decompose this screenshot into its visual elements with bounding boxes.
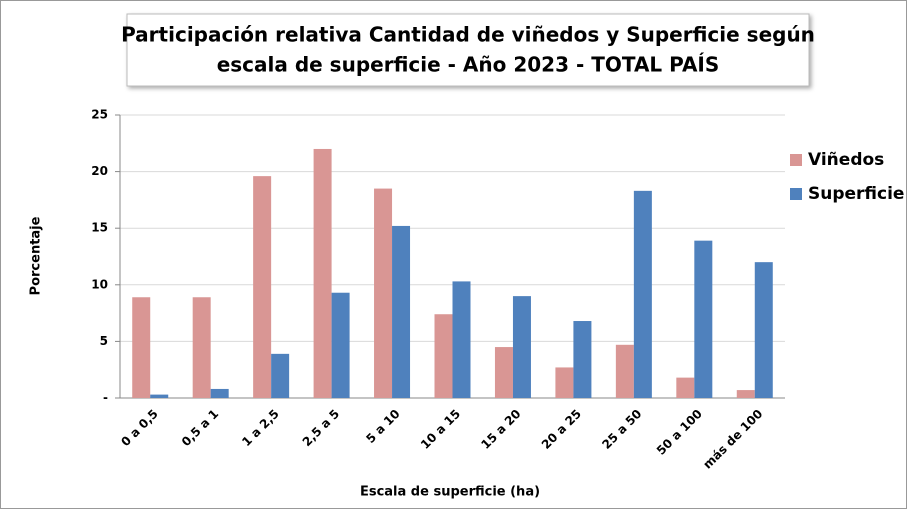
- bar: [313, 148, 332, 398]
- bar: [736, 390, 755, 398]
- bar: [633, 190, 652, 398]
- y-axis-title: Porcentaje: [29, 216, 44, 295]
- bar: [150, 394, 169, 398]
- title-box: [126, 13, 810, 87]
- chart-subtitle: escala de superficie - Año 2023 - TOTAL …: [217, 53, 720, 77]
- bar: [615, 344, 634, 398]
- x-axis-title: Escala de superficie (ha): [360, 485, 540, 500]
- bar: [555, 367, 574, 398]
- bar: [331, 292, 350, 398]
- legend-swatch: [790, 154, 802, 166]
- bar: [132, 297, 151, 398]
- legend-swatch: [790, 188, 802, 200]
- bar: [494, 347, 513, 398]
- bar: [676, 377, 695, 398]
- bar: [512, 296, 531, 398]
- y-tick-label: -: [103, 391, 108, 405]
- y-tick-label: 20: [91, 164, 108, 178]
- bar: [253, 176, 272, 398]
- bar: [452, 281, 471, 398]
- y-tick-label: 5: [100, 334, 108, 348]
- legend-label: Superficie: [808, 184, 904, 204]
- bar: [694, 240, 713, 398]
- bar: [434, 314, 453, 398]
- bar: [374, 188, 393, 398]
- y-tick-label: 25: [91, 108, 108, 122]
- y-tick-label: 10: [91, 277, 108, 291]
- bar: [392, 225, 411, 398]
- bar: [192, 297, 211, 398]
- y-tick-label: 15: [91, 221, 108, 235]
- bar: [271, 353, 290, 398]
- bar: [573, 321, 592, 398]
- bar: [754, 262, 773, 398]
- bar: [210, 388, 229, 398]
- legend-label: Viñedos: [808, 150, 884, 170]
- chart-title: Participación relativa Cantidad de viñed…: [121, 23, 815, 47]
